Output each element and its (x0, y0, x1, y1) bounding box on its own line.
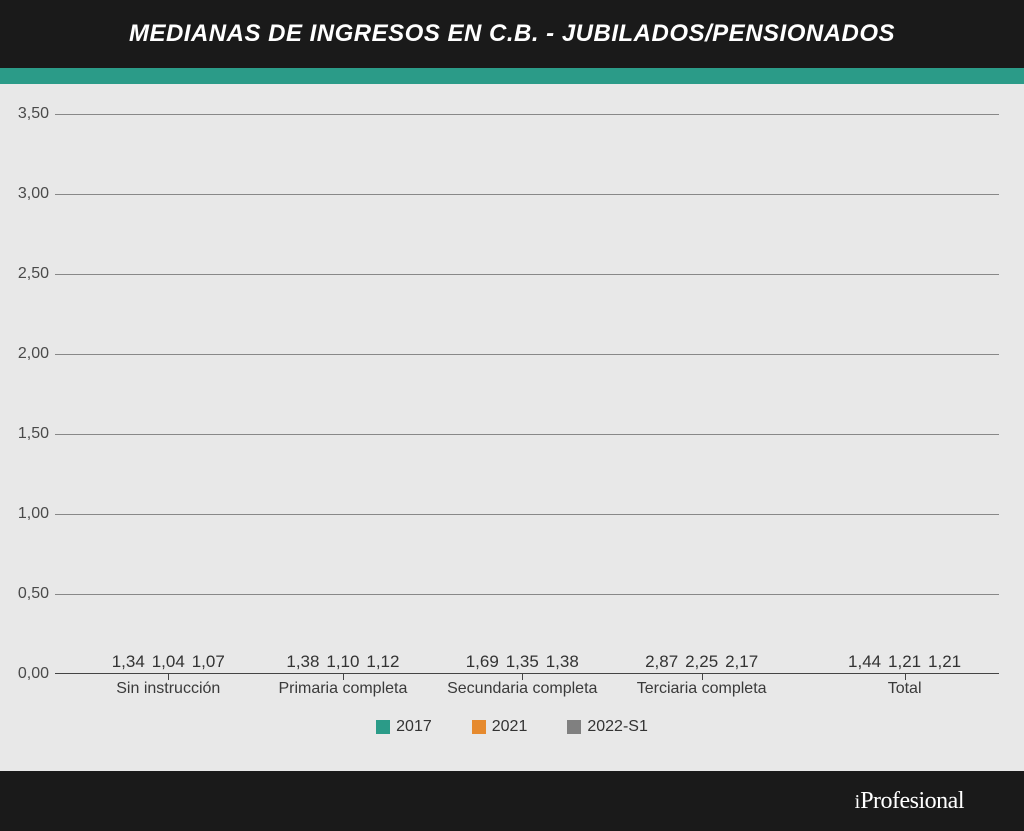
gridline (55, 354, 999, 355)
legend-swatch (376, 720, 390, 734)
x-tick (522, 674, 523, 680)
legend-label: 2022-S1 (587, 718, 648, 736)
legend-label: 2021 (492, 718, 528, 736)
x-axis-line (55, 673, 999, 674)
bar-value-label: 2,17 (725, 652, 758, 672)
plot-region: 0,000,501,001,502,002,503,003,50 1,341,0… (55, 114, 999, 674)
bar-value-label: 1,44 (848, 652, 881, 672)
gridline (55, 194, 999, 195)
y-tick-label: 1,50 (18, 425, 49, 443)
gridline (55, 274, 999, 275)
legend-label: 2017 (396, 718, 432, 736)
x-axis-label: Total (888, 680, 922, 698)
legend: 2017 2021 2022-S1 (25, 718, 999, 736)
footer-brand: IProfesional (855, 788, 964, 815)
bar-value-label: 1,38 (286, 652, 319, 672)
gridline (55, 434, 999, 435)
bar-value-label: 1,69 (466, 652, 499, 672)
bars-layer: 1,34 1,04 1,07 1,38 1,10 1,12 1,69 1,35 1,38 2,87… (55, 114, 999, 674)
y-tick-label: 0,00 (18, 665, 49, 683)
legend-item: 2022-S1 (567, 718, 648, 736)
y-tick-label: 3,50 (18, 105, 49, 123)
bar-value-label: 1,12 (366, 652, 399, 672)
y-tick-label: 2,50 (18, 265, 49, 283)
footer-bar: IProfesional (0, 771, 1024, 831)
x-tick (905, 674, 906, 680)
x-axis-label: Sin instrucción (116, 680, 220, 698)
x-axis-label: Primaria completa (278, 680, 407, 698)
legend-item: 2017 (376, 718, 432, 736)
x-tick (343, 674, 344, 680)
y-axis: 0,000,501,001,502,002,503,003,50 (25, 114, 55, 674)
bar-value-label: 1,21 (888, 652, 921, 672)
x-axis-label: Terciaria completa (637, 680, 767, 698)
gridline (55, 114, 999, 115)
x-axis-labels: Sin instrucción Primaria completa Secundar… (55, 680, 999, 704)
bar-value-label: 2,87 (645, 652, 678, 672)
accent-bar (0, 68, 1024, 84)
bar-value-label: 1,34 (112, 652, 145, 672)
bar-value-label: 1,07 (192, 652, 225, 672)
y-tick-label: 2,00 (18, 345, 49, 363)
bar-value-label: 1,10 (326, 652, 359, 672)
header-bar: MEDIANAS DE INGRESOS EN C.B. - JUBILADOS… (0, 0, 1024, 68)
gridline (55, 514, 999, 515)
y-tick-label: 3,00 (18, 185, 49, 203)
bar-value-label: 1,35 (506, 652, 539, 672)
legend-swatch (567, 720, 581, 734)
chart-title: MEDIANAS DE INGRESOS EN C.B. - JUBILADOS… (129, 20, 895, 48)
chart-area: 0,000,501,001,502,002,503,003,50 1,341,0… (0, 84, 1024, 771)
x-axis-label: Secundaria completa (447, 680, 597, 698)
gridline (55, 594, 999, 595)
x-tick (702, 674, 703, 680)
x-tick (168, 674, 169, 680)
legend-swatch (472, 720, 486, 734)
bar-value-label: 2,25 (685, 652, 718, 672)
legend-item: 2021 (472, 718, 528, 736)
brand-rest: Profesional (860, 788, 964, 814)
bar-value-label: 1,38 (546, 652, 579, 672)
bar-value-label: 1,04 (152, 652, 185, 672)
y-tick-label: 0,50 (18, 585, 49, 603)
bar-value-label: 1,21 (928, 652, 961, 672)
y-tick-label: 1,00 (18, 505, 49, 523)
